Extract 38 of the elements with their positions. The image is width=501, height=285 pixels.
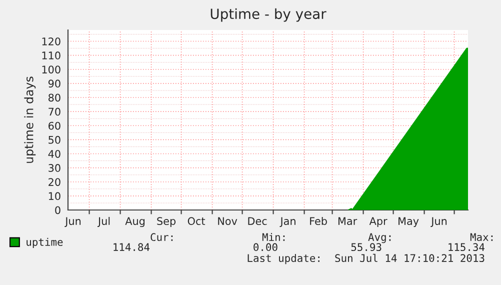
y-tick-label: 0 [55, 206, 60, 214]
y-tick-label: 40 [48, 150, 60, 158]
x-tick-label: Mar [338, 217, 358, 226]
text: Cur: [150, 233, 173, 242]
x-tick-label: Jun [430, 217, 447, 227]
x-tick-label: Nov [218, 217, 238, 226]
x-tick-label: Jul [97, 216, 110, 227]
y-tick-label: 110 [42, 52, 60, 60]
y-tick-label: 60 [48, 122, 60, 130]
y-tick-label: 120 [42, 37, 60, 46]
x-tick-label: Aug [125, 217, 145, 228]
y-tick-label: 20 [48, 178, 60, 186]
text: 55.93 [351, 243, 382, 252]
text: Min: [262, 232, 285, 241]
y-tick-label: 50 [48, 136, 60, 144]
text: Avg: [368, 233, 391, 244]
y-axis-title: uptime in days [24, 76, 36, 163]
text: Max: [470, 233, 493, 242]
y-tick-label: 10 [48, 192, 60, 200]
text: 114.84 [114, 243, 150, 252]
x-tick-label: Feb [310, 216, 327, 226]
text: 0.00 [254, 243, 278, 252]
x-tick-label: Dec [248, 217, 267, 226]
y-tick-label: 30 [48, 164, 60, 172]
x-tick-label: Jan [280, 217, 296, 227]
x-tick-label: May [398, 217, 419, 228]
x-tick-label: Oct [188, 217, 206, 226]
chart-title: Uptime - by year [210, 8, 326, 22]
text: Last update: Sun Jul 14 17:10:21 2013 [248, 254, 484, 264]
y-tick-label: 100 [42, 66, 60, 74]
y-tick-label: 70 [48, 108, 60, 116]
legend-label: uptime [26, 238, 63, 248]
text: 115.34 [448, 243, 485, 252]
y-tick-label: 80 [48, 94, 60, 102]
x-tick-label: Jun [64, 217, 81, 227]
y-tick-label: 90 [48, 80, 60, 88]
x-tick-label: Sep [157, 217, 176, 228]
x-tick-label: Apr [369, 217, 388, 228]
